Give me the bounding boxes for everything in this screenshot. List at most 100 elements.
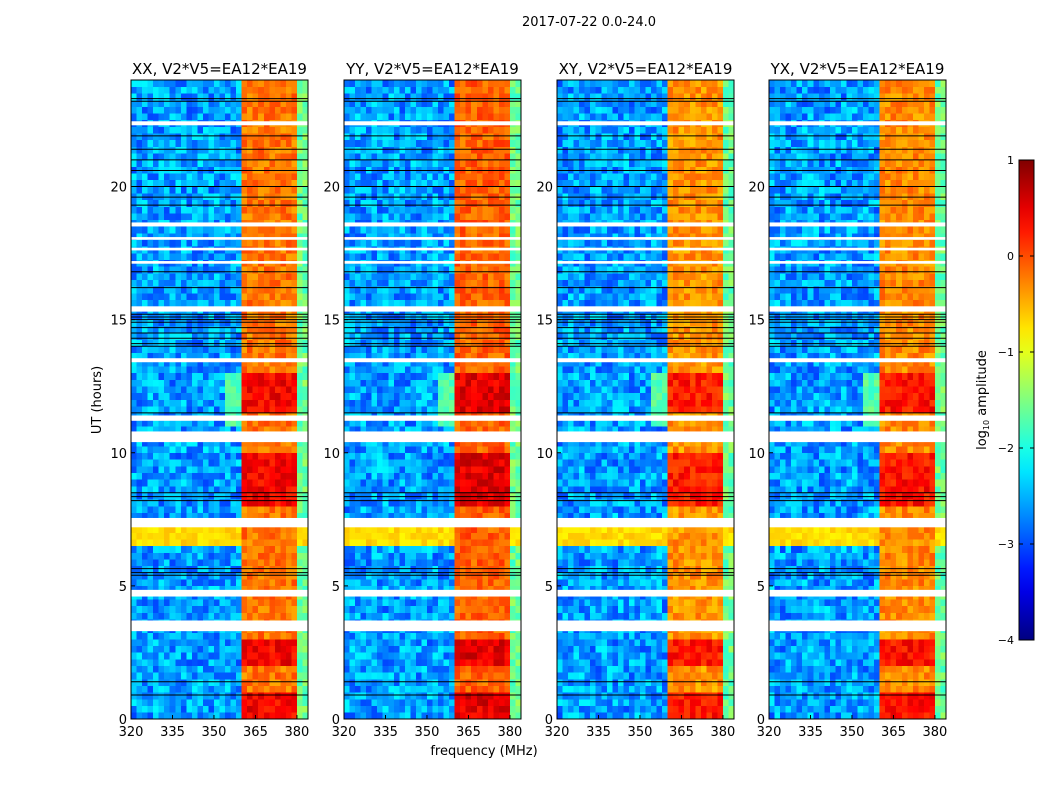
flagged-row — [131, 222, 308, 227]
heatmap-cell — [366, 452, 372, 460]
heatmap-cell — [208, 113, 215, 121]
heatmap-cell — [504, 599, 511, 607]
heatmap-cell — [355, 472, 361, 480]
heatmap-cell — [460, 379, 466, 387]
heatmap-cell — [208, 459, 215, 467]
heatmap-cell — [197, 352, 204, 360]
heatmap-cell — [449, 652, 455, 660]
heatmap-cell — [136, 379, 143, 387]
heatmap-cell — [382, 446, 389, 454]
heatmap-cell — [263, 452, 270, 460]
heatmap-cell — [202, 213, 209, 221]
heatmap-cell — [504, 665, 511, 673]
heatmap-cell — [415, 612, 422, 620]
heatmap-cell — [147, 99, 154, 107]
heatmap-cell — [180, 392, 187, 400]
heatmap-cell — [169, 153, 176, 161]
heatmap-cell — [449, 572, 455, 580]
heatmap-cell — [258, 692, 265, 700]
heatmap-cell — [175, 459, 182, 467]
heatmap-cell — [493, 572, 500, 580]
heatmap-cell — [449, 632, 455, 640]
heatmap-cell — [280, 565, 287, 573]
heatmap-cell — [388, 506, 395, 513]
heatmap-cell — [136, 539, 143, 547]
heatmap-cell — [269, 266, 276, 274]
heatmap-cell — [158, 253, 165, 261]
heatmap-cell — [504, 419, 511, 427]
heatmap-cell — [263, 599, 270, 607]
heatmap-cell — [230, 559, 237, 567]
heatmap-cell — [263, 605, 270, 613]
heatmap-cell — [241, 466, 248, 474]
heatmap-cell — [252, 359, 259, 367]
heatmap-cell — [147, 525, 154, 533]
heatmap-cell — [399, 539, 406, 547]
heatmap-cell — [131, 299, 137, 307]
heatmap-cell — [349, 386, 356, 394]
heatmap-cell — [302, 166, 309, 174]
heatmap-cell — [302, 446, 309, 454]
heatmap-cell — [219, 552, 226, 560]
heatmap-cell — [504, 525, 511, 533]
heatmap-cell — [443, 565, 450, 573]
heatmap-cell — [280, 293, 287, 300]
heatmap-cell — [344, 539, 350, 547]
heatmap-cell — [399, 632, 406, 640]
heatmap-cell — [393, 479, 400, 487]
heatmap-cell — [263, 512, 270, 520]
heatmap-cell — [449, 466, 455, 474]
heatmap-cell — [426, 439, 433, 447]
heatmap-cell — [393, 652, 400, 660]
heatmap-cell — [404, 426, 411, 434]
heatmap-cell — [164, 366, 171, 374]
heatmap-cell — [366, 559, 372, 567]
heatmap-cell — [291, 665, 298, 673]
heatmap-cell — [136, 472, 143, 480]
heatmap-cell — [410, 452, 417, 460]
heatmap-cell — [241, 312, 248, 320]
heatmap-cell — [509, 386, 516, 394]
heatmap-cell — [487, 466, 494, 474]
heatmap-cell — [515, 479, 522, 487]
heatmap-cell — [191, 645, 198, 653]
heatmap-cell — [252, 346, 259, 354]
heatmap-cell — [219, 685, 226, 693]
heatmap-cell — [476, 366, 483, 374]
heatmap-cell — [136, 565, 143, 573]
heatmap-cell — [432, 539, 439, 547]
heatmap-cell — [280, 499, 287, 507]
heatmap-cell — [280, 685, 287, 693]
heatmap-cell — [454, 612, 461, 620]
heatmap-cell — [136, 665, 143, 673]
heatmap-cell — [158, 239, 165, 247]
heatmap-cell — [399, 372, 406, 380]
heatmap-cell — [147, 113, 154, 121]
heatmap-cell — [471, 565, 478, 573]
heatmap-cell — [252, 213, 259, 221]
heatmap-cell — [219, 392, 226, 400]
heatmap-cell — [142, 239, 148, 247]
heatmap-cell — [131, 233, 137, 241]
heatmap-cell — [426, 699, 433, 706]
heatmap-cell — [515, 685, 522, 693]
heatmap-cell — [236, 93, 242, 101]
heatmap-cell — [399, 332, 406, 340]
suptitle: 2017-07-22 0.0-24.0 — [522, 15, 656, 30]
heatmap-cell — [153, 253, 159, 261]
heatmap-cell — [487, 665, 494, 673]
heatmap-cell — [225, 599, 231, 607]
heatmap-cell — [302, 552, 309, 560]
heatmap-cell — [197, 299, 204, 307]
heatmap-cell — [258, 352, 265, 360]
heatmap-cell — [393, 446, 400, 454]
heatmap-cell — [274, 419, 281, 427]
heatmap-cell — [415, 379, 422, 387]
heatmap-cell — [377, 459, 384, 467]
heatmap-cell — [252, 332, 259, 340]
heatmap-cell — [426, 712, 433, 720]
heatmap-cell — [366, 539, 372, 547]
heatmap-cell — [291, 705, 298, 713]
heatmap-cell — [404, 486, 411, 493]
heatmap-cell — [225, 446, 231, 454]
